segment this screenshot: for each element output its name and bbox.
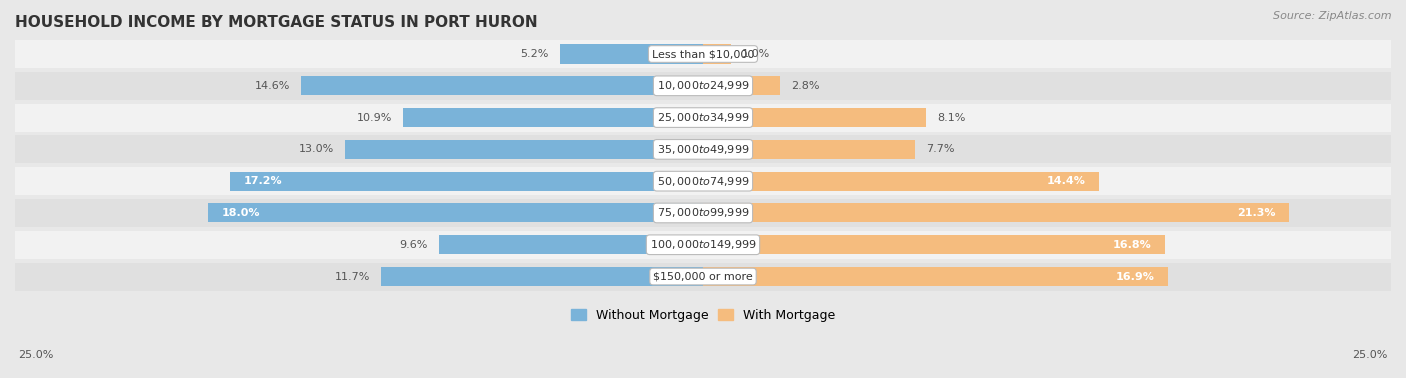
Text: 10.9%: 10.9%	[357, 113, 392, 122]
Bar	[301, 76, 703, 95]
Bar	[439, 235, 703, 254]
Text: 14.4%: 14.4%	[1046, 176, 1085, 186]
Bar	[703, 172, 1099, 191]
Text: 14.6%: 14.6%	[254, 81, 290, 91]
Bar	[15, 263, 1391, 291]
Text: $75,000 to $99,999: $75,000 to $99,999	[657, 206, 749, 220]
Bar	[229, 172, 703, 191]
Text: 21.3%: 21.3%	[1237, 208, 1275, 218]
Text: 11.7%: 11.7%	[335, 271, 370, 282]
Bar	[15, 167, 1391, 195]
Text: 8.1%: 8.1%	[936, 113, 966, 122]
Text: $150,000 or more: $150,000 or more	[654, 271, 752, 282]
Bar	[15, 104, 1391, 132]
Legend: Without Mortgage, With Mortgage: Without Mortgage, With Mortgage	[565, 304, 841, 327]
Text: 16.8%: 16.8%	[1112, 240, 1152, 250]
Text: 25.0%: 25.0%	[1353, 350, 1388, 360]
Bar	[560, 45, 703, 64]
Bar	[703, 267, 1168, 286]
Bar	[703, 140, 915, 159]
Text: 7.7%: 7.7%	[927, 144, 955, 154]
Text: 1.0%: 1.0%	[741, 49, 769, 59]
Text: 9.6%: 9.6%	[399, 240, 427, 250]
Text: 13.0%: 13.0%	[299, 144, 335, 154]
Text: Less than $10,000: Less than $10,000	[652, 49, 754, 59]
Text: 2.8%: 2.8%	[792, 81, 820, 91]
Text: Source: ZipAtlas.com: Source: ZipAtlas.com	[1274, 11, 1392, 21]
Bar	[381, 267, 703, 286]
Bar	[15, 135, 1391, 163]
Bar	[703, 108, 927, 127]
Bar	[15, 72, 1391, 100]
Text: 25.0%: 25.0%	[18, 350, 53, 360]
Text: $10,000 to $24,999: $10,000 to $24,999	[657, 79, 749, 92]
Text: $35,000 to $49,999: $35,000 to $49,999	[657, 143, 749, 156]
Bar	[208, 203, 703, 223]
Text: HOUSEHOLD INCOME BY MORTGAGE STATUS IN PORT HURON: HOUSEHOLD INCOME BY MORTGAGE STATUS IN P…	[15, 15, 537, 30]
Bar	[15, 40, 1391, 68]
Text: 16.9%: 16.9%	[1115, 271, 1154, 282]
Text: $25,000 to $34,999: $25,000 to $34,999	[657, 111, 749, 124]
Text: 17.2%: 17.2%	[243, 176, 283, 186]
Bar	[703, 76, 780, 95]
Bar	[346, 140, 703, 159]
Text: 18.0%: 18.0%	[221, 208, 260, 218]
Text: 5.2%: 5.2%	[520, 49, 548, 59]
Bar	[15, 231, 1391, 259]
Bar	[703, 45, 731, 64]
Bar	[703, 235, 1166, 254]
Bar	[404, 108, 703, 127]
Bar	[15, 199, 1391, 227]
Text: $100,000 to $149,999: $100,000 to $149,999	[650, 238, 756, 251]
Bar	[703, 203, 1289, 223]
Text: $50,000 to $74,999: $50,000 to $74,999	[657, 175, 749, 187]
